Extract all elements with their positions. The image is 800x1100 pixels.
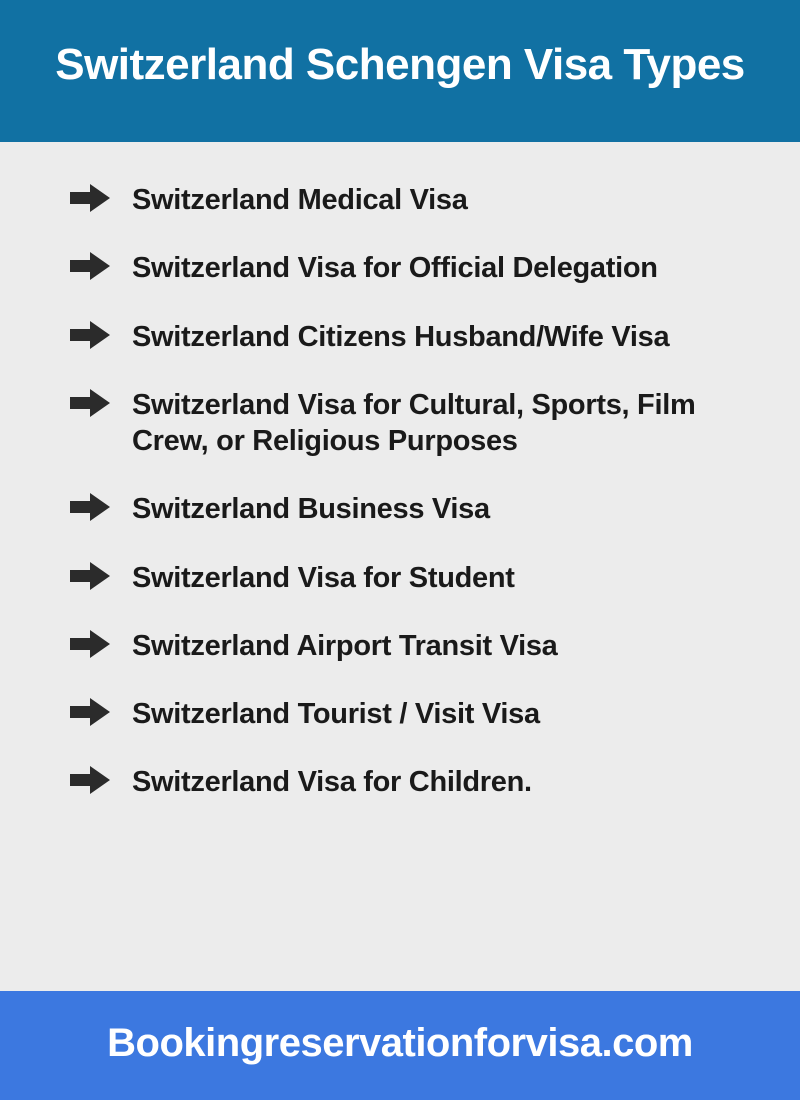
footer-banner: Bookingreservationforvisa.com	[0, 991, 800, 1100]
list-item-label: Switzerland Visa for Cultural, Sports, F…	[132, 387, 740, 460]
list-item-label: Switzerland Tourist / Visit Visa	[132, 696, 540, 732]
list-item: Switzerland Citizens Husband/Wife Visa	[70, 319, 740, 355]
content-area: Switzerland Medical Visa Switzerland Vis…	[0, 142, 800, 991]
arrow-right-icon	[70, 630, 110, 658]
arrow-right-icon	[70, 184, 110, 212]
list-item: Switzerland Visa for Children.	[70, 764, 740, 800]
list-item-label: Switzerland Medical Visa	[132, 182, 468, 218]
list-item: Switzerland Business Visa	[70, 491, 740, 527]
list-item: Switzerland Visa for Student	[70, 560, 740, 596]
list-item: Switzerland Airport Transit Visa	[70, 628, 740, 664]
visa-types-list: Switzerland Medical Visa Switzerland Vis…	[70, 182, 740, 801]
list-item: Switzerland Medical Visa	[70, 182, 740, 218]
list-item: Switzerland Tourist / Visit Visa	[70, 696, 740, 732]
header-banner: Switzerland Schengen Visa Types	[0, 0, 800, 142]
arrow-right-icon	[70, 766, 110, 794]
list-item: Switzerland Visa for Cultural, Sports, F…	[70, 387, 740, 460]
list-item-label: Switzerland Airport Transit Visa	[132, 628, 558, 664]
arrow-right-icon	[70, 389, 110, 417]
page-title: Switzerland Schengen Visa Types	[55, 40, 745, 89]
list-item-label: Switzerland Business Visa	[132, 491, 490, 527]
arrow-right-icon	[70, 321, 110, 349]
list-item-label: Switzerland Visa for Student	[132, 560, 515, 596]
arrow-right-icon	[70, 493, 110, 521]
list-item-label: Switzerland Visa for Official Delegation	[132, 250, 658, 286]
list-item-label: Switzerland Visa for Children.	[132, 764, 532, 800]
list-item-label: Switzerland Citizens Husband/Wife Visa	[132, 319, 669, 355]
arrow-right-icon	[70, 698, 110, 726]
arrow-right-icon	[70, 562, 110, 590]
arrow-right-icon	[70, 252, 110, 280]
infographic-container: Switzerland Schengen Visa Types Switzerl…	[0, 0, 800, 1100]
list-item: Switzerland Visa for Official Delegation	[70, 250, 740, 286]
footer-text: Bookingreservationforvisa.com	[107, 1021, 693, 1065]
